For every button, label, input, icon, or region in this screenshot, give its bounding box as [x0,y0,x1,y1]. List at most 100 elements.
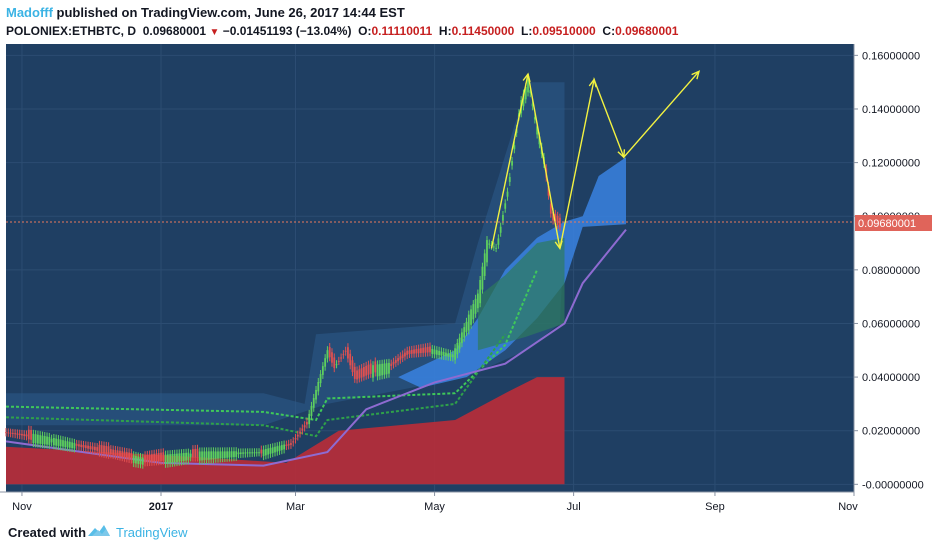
author-link[interactable]: Madofff [6,5,53,20]
candle-body [84,445,87,449]
candle-body [353,366,356,379]
candle-body [290,443,292,445]
candle-body [9,432,12,434]
candle-body [474,298,477,314]
candle-body [109,449,112,455]
candle-body [217,451,219,459]
candle-body [529,90,532,94]
candle-body [292,441,295,443]
candle-body [80,444,83,447]
time-axis-ticks: Nov 2017 Mar May Jul Sep Nov [12,492,858,513]
candle-body [137,456,140,464]
low-value: 0.09510000 [532,24,596,38]
candle-body [319,374,322,384]
candle-body [98,444,101,453]
upper-channel-area [6,82,565,426]
close-value: 0.09680001 [615,24,679,38]
high-value: 0.11450000 [451,24,515,38]
price-tick-label: 0.06000000 [862,318,920,330]
lagging-span-line [5,228,627,467]
candle-body [180,453,183,462]
candle-body [456,342,459,355]
candle-body [75,443,78,446]
candle-body [461,332,463,344]
candle-body [547,185,550,196]
candle-body [73,442,76,449]
candle-body [192,449,194,458]
candle-body [205,451,208,460]
candle-body [365,365,368,376]
candle-body [417,348,420,354]
candle-body [164,454,167,464]
candle-body [331,352,333,363]
candle-body [504,203,507,209]
candle-body [141,457,144,465]
candle-body [235,451,238,457]
candle-body [194,448,197,458]
candle-body [89,446,92,450]
candle-body [321,366,324,375]
candlestick-series [5,76,561,469]
candle-body [96,447,99,451]
price-chart[interactable]: 0.160000000.140000000.120000000.10000000… [0,44,932,514]
candle-body [66,441,69,448]
candle-body [506,191,509,197]
candle-body [128,452,130,459]
candle-body [105,445,108,455]
dotted-ma-line [5,333,507,438]
candle-body [406,350,409,355]
candle-body [445,352,447,357]
green-band-area [477,237,565,351]
candle-body [169,454,172,464]
candle-body [287,443,290,446]
candle-body [356,370,358,380]
candle-body [431,348,434,354]
time-axis[interactable] [0,492,932,514]
time-tick-label: Jul [567,501,581,513]
candle-body [483,253,486,276]
candle-body [385,363,388,375]
candle-body [317,381,320,392]
candle-body [112,449,115,455]
candle-body [374,361,377,373]
candle-body [424,347,427,353]
candle-body [176,453,178,463]
candle-body [328,347,331,358]
candle-body [435,350,438,355]
candle-body [178,453,181,462]
tradingview-brand-link[interactable]: TradingView [116,525,188,540]
candle-body [362,367,365,377]
chart-header: Madofff published on TradingView.com, Ju… [0,0,932,44]
candle-body [502,215,504,221]
candle-body [271,447,274,454]
candle-body [246,452,249,454]
candle-body [315,389,317,400]
candle-body [479,279,482,304]
candle-body [52,438,55,446]
candle-body [150,454,153,462]
candle-body [467,314,470,331]
candle-body [160,452,162,462]
candle-body [554,213,557,223]
time-tick-label: Mar [286,501,305,513]
candle-body [78,444,80,447]
candle-body [25,434,28,437]
price-tick-label: 0.12000000 [862,158,920,170]
candle-body [508,177,511,182]
candle-body [524,86,527,100]
candle-body [16,433,19,435]
candle-body [451,354,454,358]
price-axis[interactable] [854,44,932,492]
candle-body [381,363,384,376]
candle-body [552,211,554,221]
candle-body [337,360,340,362]
candle-body [171,454,174,463]
tradingview-logo-icon[interactable] [86,522,112,545]
candle-body [340,357,342,359]
candle-body [48,436,51,445]
candle-body [465,321,468,333]
candle-body [153,453,156,462]
candle-body [495,247,498,249]
projection-arrowhead [617,149,626,159]
candle-body [125,452,128,459]
